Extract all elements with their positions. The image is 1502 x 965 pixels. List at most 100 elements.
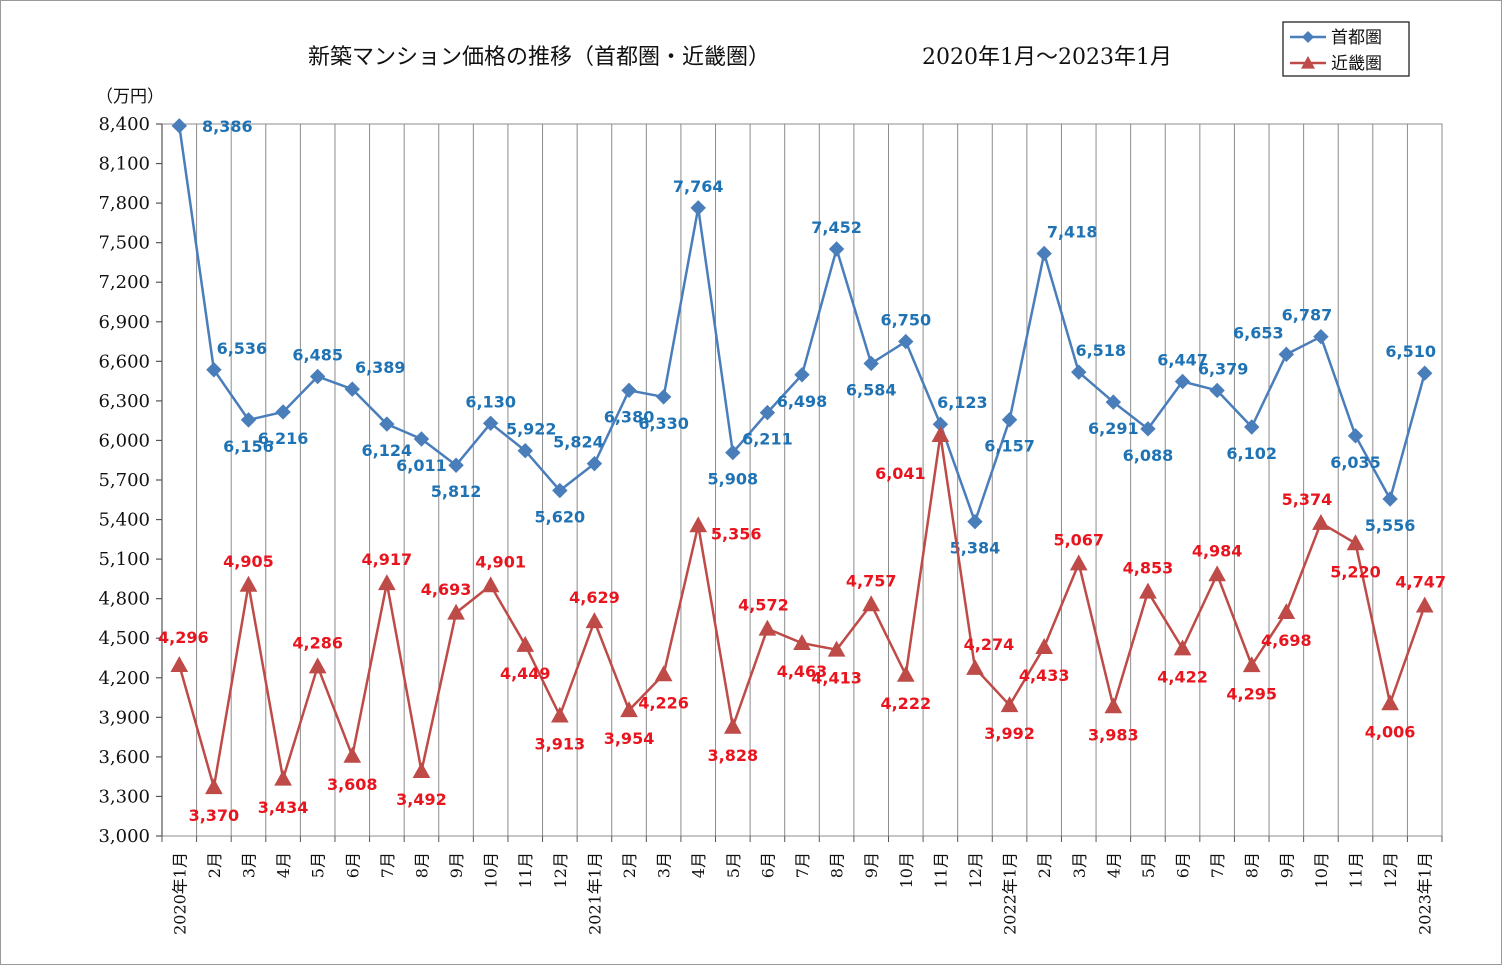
- data-point-triangle: [550, 706, 569, 723]
- x-tick-label: 5月: [309, 852, 328, 878]
- x-tick-label: 2023年1月: [1416, 852, 1435, 935]
- data-point-triangle: [412, 762, 431, 779]
- data-point-triangle: [239, 575, 258, 592]
- x-tick-label: 11月: [516, 852, 535, 888]
- data-label: 6,102: [1226, 444, 1277, 463]
- data-label: 6,389: [355, 358, 406, 377]
- data-label: 4,286: [292, 633, 343, 652]
- data-point-diamond: [552, 482, 568, 499]
- data-point-diamond: [1244, 419, 1260, 435]
- data-point-triangle: [1104, 697, 1123, 714]
- data-point-diamond: [1347, 428, 1364, 444]
- y-tick-label: 6,000: [98, 430, 150, 451]
- data-label: 5,067: [1053, 530, 1104, 549]
- data-point-triangle: [1346, 534, 1365, 551]
- x-tick-label: 4月: [1104, 852, 1123, 878]
- data-label: 6,787: [1282, 306, 1333, 325]
- data-label: 6,291: [1088, 419, 1139, 438]
- data-point-diamond: [621, 382, 637, 399]
- x-tick-label: 9月: [447, 852, 466, 878]
- data-point-diamond: [898, 333, 914, 350]
- y-tick-label: 7,200: [98, 272, 150, 293]
- x-tick-label: 7月: [793, 852, 812, 878]
- x-tick-label: 5月: [1139, 852, 1158, 878]
- data-point-diamond: [1174, 373, 1191, 390]
- legend: 首都圏 近畿圏: [1282, 21, 1410, 77]
- data-label: 6,380: [604, 407, 655, 426]
- data-label: 5,220: [1330, 562, 1381, 581]
- data-label: 6,518: [1075, 341, 1126, 360]
- data-point-diamond: [1105, 394, 1122, 410]
- data-point-diamond: [275, 404, 291, 420]
- data-label: 4,917: [362, 550, 413, 569]
- data-label: 6,211: [742, 430, 793, 449]
- y-tick-label: 3,000: [98, 826, 150, 847]
- data-point-triangle: [758, 619, 777, 636]
- data-label: 4,572: [738, 596, 789, 615]
- data-point-diamond: [240, 412, 257, 428]
- data-point-triangle: [1173, 639, 1192, 656]
- data-label: 3,434: [258, 798, 309, 817]
- y-tick-label: 3,300: [98, 786, 150, 807]
- data-point-triangle: [1242, 656, 1261, 673]
- data-label: 6,510: [1385, 342, 1436, 361]
- data-point-diamond: [725, 444, 741, 461]
- chart-subtitle: 2020年1月～2023年1月: [922, 45, 1172, 70]
- data-label: 3,913: [535, 735, 586, 754]
- data-point-diamond: [448, 457, 464, 473]
- data-label: 6,584: [846, 380, 897, 399]
- data-label: 4,222: [880, 694, 931, 713]
- data-point-diamond: [206, 362, 222, 378]
- data-label: 4,757: [846, 571, 897, 590]
- legend-item-kinki: 近畿圏: [1290, 54, 1382, 74]
- y-tick-label: 7,500: [98, 233, 150, 254]
- x-tick-label: 3月: [239, 852, 258, 878]
- x-tick-label: 11月: [931, 852, 950, 888]
- data-point-diamond: [482, 415, 499, 432]
- data-label: 5,374: [1282, 490, 1333, 509]
- plot-border: [161, 123, 1443, 837]
- data-label: 6,653: [1233, 323, 1284, 342]
- data-label: 7,764: [673, 177, 724, 196]
- data-label: 4,905: [223, 552, 274, 571]
- data-point-triangle: [1069, 554, 1088, 571]
- data-point-triangle: [689, 516, 708, 533]
- data-point-triangle: [516, 635, 535, 652]
- x-tick-label: 8月: [1243, 852, 1262, 878]
- data-point-diamond: [794, 367, 810, 383]
- data-point-diamond: [655, 389, 672, 405]
- x-tick-label: 2月: [620, 852, 639, 878]
- data-point-triangle: [1139, 582, 1157, 599]
- data-label: 6,130: [465, 392, 516, 411]
- legend-label-kinki: 近畿圏: [1331, 54, 1382, 74]
- data-label: 4,274: [964, 635, 1015, 654]
- data-point-diamond: [1140, 421, 1156, 437]
- data-label: 5,556: [1365, 516, 1416, 535]
- data-point-triangle: [827, 640, 846, 657]
- data-point-triangle: [343, 746, 362, 763]
- data-label: 5,908: [708, 470, 759, 489]
- x-tick-label: 8月: [412, 852, 431, 878]
- data-label: 4,747: [1395, 573, 1446, 592]
- data-label: 3,992: [984, 724, 1035, 743]
- data-point-triangle: [620, 701, 638, 718]
- x-tick-label: 8月: [828, 852, 847, 878]
- data-point-diamond: [1278, 346, 1295, 363]
- data-point-diamond: [1036, 245, 1052, 262]
- x-tick-label: 9月: [1277, 852, 1296, 878]
- data-point-diamond: [1209, 382, 1225, 399]
- y-tick-label: 6,300: [98, 391, 150, 412]
- y-tick-label: 6,600: [98, 351, 150, 372]
- data-label: 6,088: [1123, 446, 1174, 465]
- x-tick-label: 11月: [1347, 852, 1366, 888]
- x-tick-label: 12月: [1381, 852, 1400, 888]
- plot-area: 3,000 3,300 3,600 3,900 4,200 4,500 4,800 5,100…: [98, 114, 1446, 935]
- data-label: 4,693: [421, 580, 472, 599]
- data-label: 4,226: [638, 693, 689, 712]
- x-tick-label: 7月: [1208, 852, 1227, 878]
- data-point-diamond: [1001, 412, 1018, 428]
- x-tick-label: 6月: [758, 852, 777, 878]
- x-tick-label: 9月: [862, 852, 881, 878]
- data-label: 4,629: [569, 588, 620, 607]
